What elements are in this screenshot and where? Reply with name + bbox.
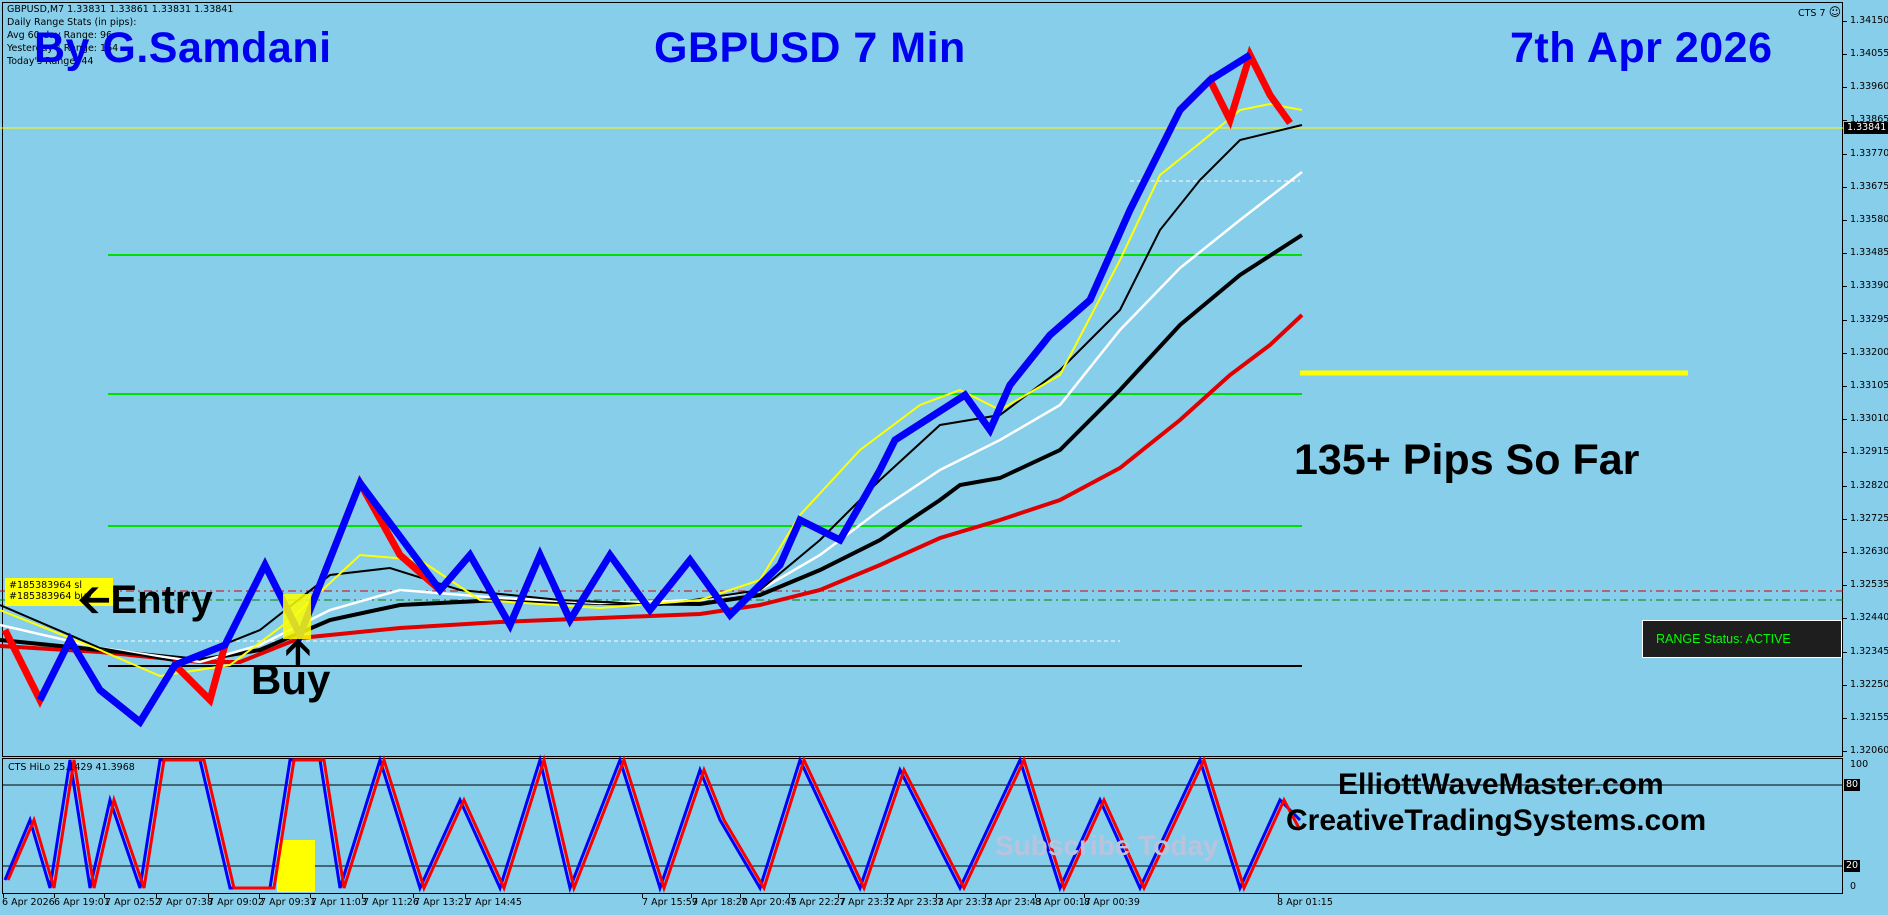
time-label: 7 Apr 02:52 bbox=[105, 897, 161, 908]
expert-name: CTS 7 bbox=[1798, 8, 1826, 19]
time-label: 7 Apr 15:59 bbox=[642, 897, 698, 908]
current-price-marker: 1.33841 bbox=[1844, 122, 1888, 134]
main-chart-pane[interactable] bbox=[2, 2, 1843, 757]
price-label: 1.32060 bbox=[1850, 745, 1888, 756]
instrument-title: GBPUSD 7 Min bbox=[654, 24, 966, 72]
price-label: 1.32535 bbox=[1850, 579, 1888, 590]
price-label: 1.33295 bbox=[1850, 314, 1888, 325]
price-label: 1.33960 bbox=[1850, 81, 1888, 92]
price-label: 1.32915 bbox=[1850, 446, 1888, 457]
price-label: 1.33390 bbox=[1850, 280, 1888, 291]
price-label: 1.32820 bbox=[1850, 480, 1888, 491]
indicator-pane[interactable] bbox=[2, 758, 1843, 894]
symbol-ohlc-line: GBPUSD,M7 1.33831 1.33861 1.33831 1.3384… bbox=[7, 4, 234, 15]
time-label: 7 Apr 09:31 bbox=[260, 897, 316, 908]
price-label: 1.32250 bbox=[1850, 679, 1888, 690]
time-label: 7 Apr 07:38 bbox=[157, 897, 213, 908]
entry-annotation: 🡨Entry bbox=[78, 578, 213, 622]
price-label: 1.34055 bbox=[1850, 48, 1888, 59]
author-title: By G.Samdani bbox=[34, 24, 332, 72]
price-label: 1.33200 bbox=[1850, 347, 1888, 358]
range-stats-today: Today's Range: 44 bbox=[7, 56, 94, 67]
price-label: 1.32440 bbox=[1850, 612, 1888, 623]
price-label: 1.34150 bbox=[1850, 15, 1888, 26]
order-sl-label: #185383964 sl bbox=[9, 580, 82, 591]
range-status-panel: RANGE Status: ACTIVE bbox=[1642, 620, 1842, 658]
expert-advisor-label[interactable]: CTS 7 ☺ bbox=[1798, 5, 1841, 19]
time-label: 7 Apr 22:27 bbox=[790, 897, 846, 908]
buy-signal-highlight bbox=[283, 594, 311, 639]
price-label: 1.33105 bbox=[1850, 380, 1888, 391]
left-arrow-icon: 🡨 bbox=[78, 578, 111, 622]
time-label: 7 Apr 23:33 bbox=[888, 897, 944, 908]
time-label: 7 Apr 11:26 bbox=[363, 897, 419, 908]
date-title: 7th Apr 2026 bbox=[1510, 24, 1773, 72]
time-label: 6 Apr 2026 bbox=[2, 897, 55, 908]
pips-gained-annotation: 135+ Pips So Far bbox=[1294, 436, 1640, 484]
time-label: 8 Apr 00:17 bbox=[1035, 897, 1091, 908]
range-stats-yesterday: Yesterday's Range: 164 bbox=[7, 43, 119, 54]
indicator-axis-100: 100 bbox=[1850, 759, 1869, 770]
price-label: 1.33675 bbox=[1850, 181, 1888, 192]
indicator-axis-0: 0 bbox=[1850, 881, 1857, 892]
time-label: 6 Apr 19:01 bbox=[54, 897, 110, 908]
time-label: 7 Apr 20:45 bbox=[741, 897, 797, 908]
indicator-highlight bbox=[277, 840, 315, 892]
indicator-axis-20: 20 bbox=[1844, 860, 1861, 872]
time-label: 8 Apr 01:15 bbox=[1277, 897, 1333, 908]
buy-annotation: Buy bbox=[251, 656, 331, 703]
time-label: 7 Apr 23:33 bbox=[937, 897, 993, 908]
price-label: 1.33770 bbox=[1850, 148, 1888, 159]
time-label: 7 Apr 23:43 bbox=[986, 897, 1042, 908]
site-creativetradingsystems: CreativeTradingSystems.com bbox=[1286, 804, 1707, 837]
indicator-axis-80: 80 bbox=[1844, 779, 1861, 791]
price-label: 1.32630 bbox=[1850, 546, 1888, 557]
price-label: 1.32725 bbox=[1850, 513, 1888, 524]
indicator-name: CTS HiLo 25.1429 41.3968 bbox=[8, 762, 135, 773]
price-label: 1.33010 bbox=[1850, 413, 1888, 424]
subscribe-watermark: Subscribe Today bbox=[995, 830, 1219, 861]
time-label: 7 Apr 09:02 bbox=[208, 897, 264, 908]
price-label: 1.33580 bbox=[1850, 214, 1888, 225]
up-arrow-icon: 🡩 bbox=[285, 631, 311, 672]
time-label: 7 Apr 18:20 bbox=[692, 897, 748, 908]
price-label: 1.33485 bbox=[1850, 247, 1888, 258]
price-label: 1.32345 bbox=[1850, 646, 1888, 657]
smiley-icon: ☺ bbox=[1828, 5, 1842, 19]
price-label: 1.33865 bbox=[1850, 114, 1888, 125]
time-label: 7 Apr 13:21 bbox=[414, 897, 470, 908]
order-labels-box[interactable]: #185383964 sl #185383964 buy bbox=[5, 578, 113, 606]
site-elliottwavemaster: ElliottWaveMaster.com bbox=[1338, 768, 1664, 801]
range-stats-header: Daily Range Stats (in pips): bbox=[7, 17, 137, 28]
time-label: 7 Apr 23:32 bbox=[839, 897, 895, 908]
range-stats-avg60: Avg 60-day Range: 96 bbox=[7, 30, 113, 41]
time-label: 7 Apr 14:45 bbox=[466, 897, 522, 908]
time-label: 8 Apr 00:39 bbox=[1084, 897, 1140, 908]
order-buy-label: #185383964 buy bbox=[9, 591, 93, 602]
time-label: 7 Apr 11:03 bbox=[311, 897, 367, 908]
price-label: 1.32155 bbox=[1850, 712, 1888, 723]
